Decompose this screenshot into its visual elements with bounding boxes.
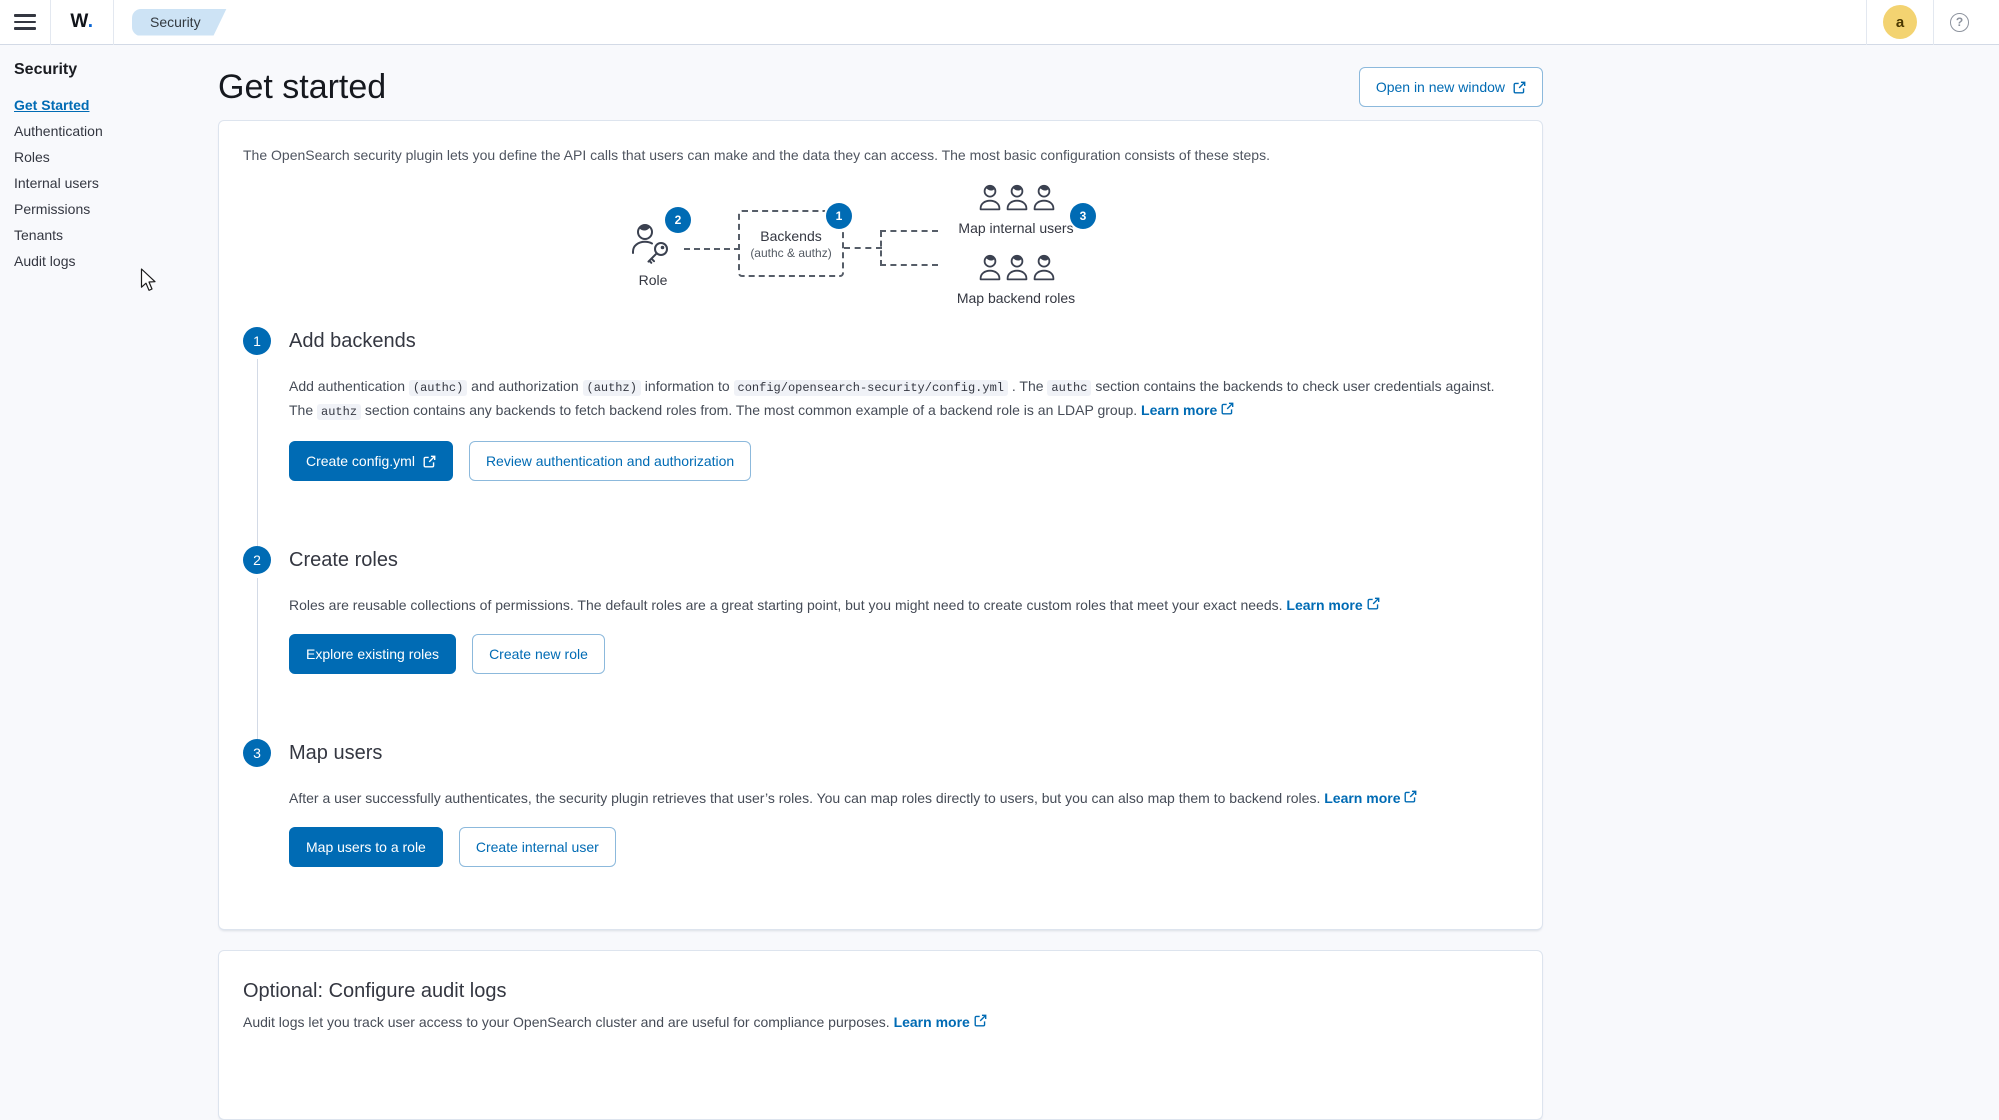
header-divider <box>1933 0 1934 45</box>
step-buttons: Create config.yml Review authentication a… <box>289 441 1518 481</box>
backends-title: Backends <box>760 227 822 244</box>
sidebar-item-roles[interactable]: Roles <box>14 149 50 165</box>
sidebar-item-permissions[interactable]: Permissions <box>14 201 91 217</box>
inline-code: authc <box>1047 380 1092 396</box>
step-number-badge: 1 <box>243 327 271 355</box>
sidebar-item-get-started[interactable]: Get Started <box>14 97 90 113</box>
logo-dot: . <box>87 11 94 32</box>
breadcrumb-tab-security[interactable]: Security <box>132 9 227 36</box>
connector-line <box>684 248 740 250</box>
role-key-icon <box>631 222 675 275</box>
app-logo[interactable]: W. <box>51 0 113 45</box>
diagram-badge-1: 1 <box>826 203 852 229</box>
backends-subtitle: (authc & authz) <box>750 245 832 260</box>
inline-code: config/opensearch-security/config.yml <box>733 380 1008 396</box>
user-avatar[interactable]: a <box>1883 5 1917 39</box>
step-buttons: Map users to a role Create internal user <box>289 827 1518 867</box>
inline-code: (authz) <box>582 380 641 396</box>
external-link-icon <box>1513 81 1526 94</box>
step-description: After a user successfully authenticates,… <box>289 787 1504 809</box>
main-content: Get started Open in new window The OpenS… <box>218 45 1543 1120</box>
users-group-icon <box>978 254 1056 281</box>
audit-learn-more-link[interactable]: Learn more <box>894 1014 987 1030</box>
sidebar-item-tenants[interactable]: Tenants <box>14 227 64 243</box>
external-link-icon <box>970 1014 987 1027</box>
map-backend-roles-label: Map backend roles <box>956 290 1076 306</box>
connector-line <box>880 264 938 266</box>
top-header: W. Security a ? <box>0 0 1999 45</box>
create-config-yml-button[interactable]: Create config.yml <box>289 441 453 481</box>
explore-existing-roles-button[interactable]: Explore existing roles <box>289 634 457 674</box>
learn-more-link[interactable]: Learn more <box>1286 597 1380 613</box>
header-divider <box>1866 0 1867 45</box>
menu-icon[interactable] <box>14 14 36 30</box>
external-link-icon <box>1400 790 1417 803</box>
step-buttons: Explore existing roles Create new role <box>289 634 1518 674</box>
steps-list: 1 Add backends Add authentication (authc… <box>243 327 1518 929</box>
audit-card-title: Optional: Configure audit logs <box>243 980 507 1002</box>
header-divider <box>50 0 51 45</box>
learn-more-link[interactable]: Learn more <box>1324 790 1417 806</box>
diagram-badge-3: 3 <box>1070 203 1096 229</box>
review-authentication-and-authorization-button[interactable]: Review authentication and authorization <box>468 441 752 481</box>
step-title: Map users <box>289 742 383 764</box>
intro-text: The OpenSearch security plugin lets you … <box>243 147 1270 163</box>
sidebar-item-authentication[interactable]: Authentication <box>14 123 103 139</box>
logo-text: W. <box>70 11 94 32</box>
step-add-backends: 1 Add backends Add authentication (authc… <box>243 327 1518 546</box>
step-title: Add backends <box>289 330 416 352</box>
inline-code: (authc) <box>408 380 468 396</box>
audit-logs-card: Optional: Configure audit logs Audit log… <box>218 950 1543 1120</box>
sidebar-nav: Security Get Started Authentication Role… <box>0 45 218 1022</box>
page-title: Get started <box>218 68 387 106</box>
connector-line <box>844 247 882 249</box>
step-number-badge: 3 <box>243 739 271 767</box>
open-in-new-window-button[interactable]: Open in new window <box>1358 67 1543 107</box>
step-number-badge: 2 <box>243 546 271 574</box>
sidebar-title: Security <box>14 61 78 78</box>
diagram-badge-2: 2 <box>665 207 691 233</box>
external-link-icon <box>1363 597 1380 610</box>
step-title: Create roles <box>289 549 398 571</box>
step-description: Roles are reusable collections of permis… <box>289 594 1504 616</box>
step-map-users: 3 Map users After a user successfully au… <box>243 739 1518 929</box>
inline-code: authz <box>317 404 362 420</box>
role-label: Role <box>638 272 668 288</box>
sidebar-item-audit-logs[interactable]: Audit logs <box>14 253 76 269</box>
step-connector-line <box>256 578 258 739</box>
map-users-to-a-role-button[interactable]: Map users to a role <box>289 827 443 867</box>
sidebar-item-internal-users[interactable]: Internal users <box>14 175 99 191</box>
create-new-role-button[interactable]: Create new role <box>472 634 605 674</box>
external-link-icon <box>1217 402 1234 415</box>
get-started-card: The OpenSearch security plugin lets you … <box>218 120 1543 930</box>
external-link-icon <box>423 455 436 468</box>
help-icon[interactable]: ? <box>1950 12 1969 32</box>
connector-line <box>880 230 938 232</box>
connector-line <box>880 231 882 266</box>
create-internal-user-button[interactable]: Create internal user <box>458 827 616 867</box>
users-group-icon <box>978 184 1056 211</box>
map-internal-users-label: Map internal users <box>958 220 1074 236</box>
step-create-roles: 2 Create roles Roles are reusable collec… <box>243 546 1518 739</box>
header-divider <box>113 0 114 45</box>
learn-more-link[interactable]: Learn more <box>1141 402 1234 418</box>
audit-card-description: Audit logs let you track user access to … <box>243 1012 1518 1033</box>
step-description: Add authentication (authc) and authoriza… <box>289 378 1495 420</box>
step-connector-line <box>256 359 258 546</box>
security-flow-diagram: 2 Role Backends (authc & authz) 1 Map in… <box>603 180 1123 315</box>
